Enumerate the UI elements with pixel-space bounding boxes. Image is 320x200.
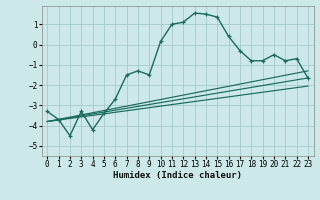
X-axis label: Humidex (Indice chaleur): Humidex (Indice chaleur) <box>113 171 242 180</box>
